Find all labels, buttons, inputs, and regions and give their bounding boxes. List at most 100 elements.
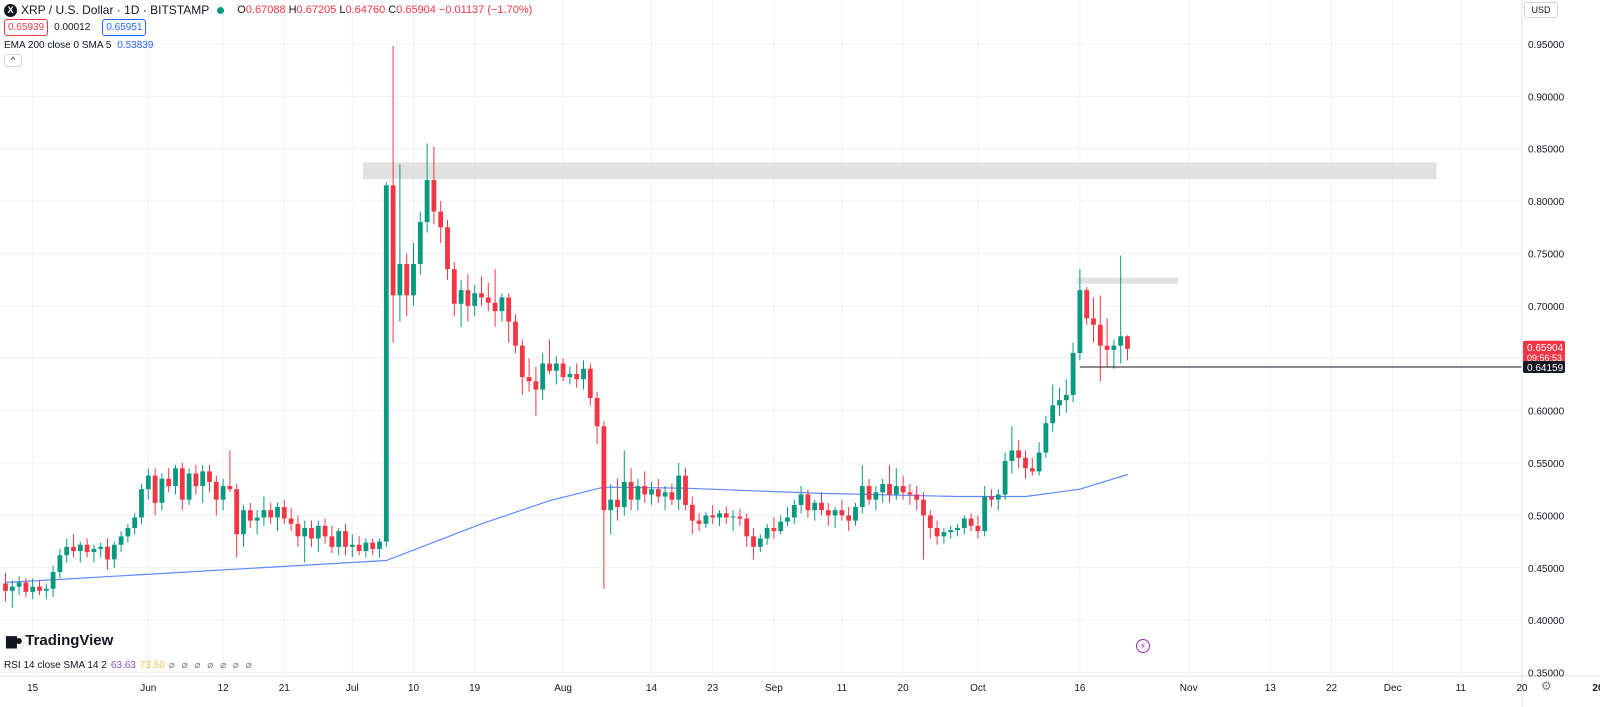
- candle-body: [370, 542, 376, 549]
- candle-body: [723, 513, 729, 518]
- collapse-legend-button[interactable]: ^: [4, 54, 22, 67]
- candle-body: [567, 373, 573, 378]
- candle-body: [77, 544, 83, 552]
- x-tick-label: 21: [279, 683, 291, 694]
- x-tick-label: 10: [408, 683, 420, 694]
- candle-body: [594, 398, 600, 427]
- candle-body: [152, 475, 158, 503]
- tradingview-wordmark: TradingView: [25, 632, 114, 649]
- candle-body: [281, 507, 287, 519]
- candle-body: [1111, 345, 1117, 350]
- y-tick-label: 0.75000: [1528, 249, 1565, 260]
- x-tick-label: 13: [1265, 683, 1277, 694]
- gear-icon[interactable]: ⚙: [1541, 679, 1552, 693]
- rsi-legend[interactable]: RSI 14 close SMA 14 2 63.63 73.50 ⌀ ⌀ ⌀ …: [4, 660, 254, 671]
- tradingview-mark-icon: ▆●: [6, 632, 23, 648]
- candle-body: [982, 496, 988, 532]
- candle-body: [1009, 450, 1015, 461]
- market-open-icon: [217, 6, 225, 14]
- candle-body: [227, 486, 233, 490]
- y-tick-label: 0.80000: [1528, 197, 1565, 208]
- candle-body: [417, 222, 423, 264]
- candle-body: [540, 363, 546, 390]
- candle-body: [778, 521, 784, 532]
- candle-body: [336, 531, 342, 547]
- candle-body: [254, 517, 260, 521]
- candle-body: [941, 532, 947, 537]
- indicator-legend[interactable]: EMA 200 close 0 SMA 5 0.53839: [4, 40, 153, 51]
- candle-body: [887, 483, 892, 495]
- x-tick-label: 14: [646, 683, 658, 694]
- candle-body: [995, 494, 1001, 500]
- candle-body: [560, 363, 566, 378]
- candle-body: [832, 510, 838, 516]
- y-tick-label: 0.45000: [1528, 564, 1565, 575]
- candle-body: [458, 290, 464, 304]
- candle-body: [3, 583, 8, 591]
- candle-body: [84, 544, 90, 553]
- candle-body: [1077, 290, 1083, 353]
- candle-body: [1084, 290, 1090, 319]
- candle-body: [479, 293, 484, 298]
- candle-body: [710, 515, 716, 518]
- candle-body: [764, 527, 770, 539]
- symbol-legend: X XRP / U.S. Dollar · 1D · BITSTAMP O 0.6…: [4, 3, 532, 17]
- y-tick-label: 0.35000: [1528, 669, 1565, 680]
- candle-body: [628, 481, 634, 500]
- candle-body: [472, 293, 478, 306]
- x-tick-label: 22: [1326, 683, 1338, 694]
- candle-body: [608, 499, 614, 511]
- price-change: −0.01137 (−1.70%): [438, 4, 533, 16]
- x-tick-label: 23: [707, 683, 719, 694]
- rsi-sma-value: 73.50: [139, 660, 165, 671]
- candle-body: [288, 518, 294, 524]
- candle-body: [9, 586, 15, 591]
- candle-body: [1023, 457, 1028, 469]
- y-tick-label: 0.40000: [1528, 616, 1565, 627]
- candle-body: [125, 527, 131, 537]
- candle-body: [927, 515, 933, 528]
- ohlc-high-value: 0.67205: [296, 4, 337, 16]
- candle-body: [649, 489, 654, 495]
- candle-body: [737, 516, 743, 519]
- candle-body: [445, 227, 450, 270]
- ask-price-button[interactable]: 0.65951: [102, 19, 147, 36]
- lightning-icon[interactable]: ⚡: [1136, 639, 1150, 653]
- candle-body: [145, 475, 151, 490]
- symbol-title[interactable]: XRP / U.S. Dollar · 1D · BITSTAMP: [21, 3, 210, 17]
- candle-body: [846, 515, 852, 521]
- candle-body: [1002, 460, 1008, 495]
- candle-body: [547, 363, 552, 371]
- resistance-zone: [362, 162, 1437, 180]
- candle-body: [676, 475, 682, 500]
- candle-body: [261, 510, 267, 518]
- x-tick-label: Sep: [765, 683, 783, 694]
- rsi-label: RSI 14 close SMA 14 2: [4, 660, 107, 671]
- candle-body: [37, 586, 42, 591]
- candle-body: [309, 527, 314, 539]
- currency-button[interactable]: USD: [1524, 2, 1558, 18]
- candle-body: [1063, 394, 1069, 401]
- candle-body: [57, 555, 63, 572]
- x-tick-label: 11: [837, 683, 848, 694]
- candle-body: [207, 471, 212, 482]
- candle-body: [186, 473, 192, 500]
- ohlc-open-key: O: [237, 4, 246, 16]
- candle-body: [513, 321, 518, 346]
- x-tick-label: Oct: [970, 683, 986, 694]
- candle-body: [329, 536, 335, 547]
- candle-body: [533, 381, 539, 390]
- y-tick-label: 0.50000: [1528, 511, 1565, 522]
- candle-body: [1050, 405, 1056, 424]
- candle-body: [662, 492, 668, 497]
- tradingview-logo[interactable]: ▆● TradingView: [6, 632, 113, 649]
- x-tick-label: Aug: [554, 683, 572, 694]
- candle-body: [1016, 450, 1022, 458]
- candle-body: [1057, 400, 1062, 406]
- candle-body: [132, 517, 138, 528]
- y-tick-label: 0.55000: [1528, 459, 1565, 470]
- bid-price-button[interactable]: 0.65939: [4, 19, 49, 36]
- candle-body: [397, 263, 403, 296]
